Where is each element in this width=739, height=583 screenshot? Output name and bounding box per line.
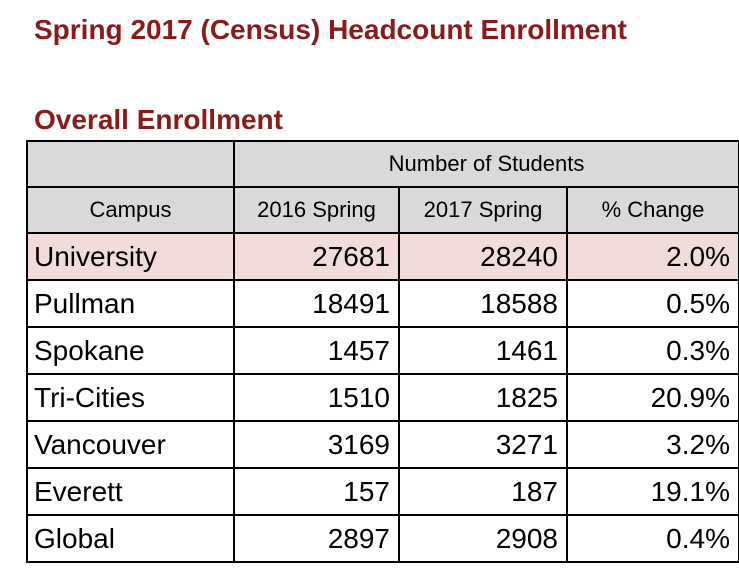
table-group-header-row: Number of Students xyxy=(26,140,739,188)
column-header-2017-spring: 2017 Spring xyxy=(398,186,568,234)
campus-cell: University xyxy=(26,232,235,281)
spring-2017-cell: 18588 xyxy=(398,279,568,328)
table-group-header-blank xyxy=(26,140,235,188)
table-row: Everett 157 187 19.1% xyxy=(26,467,739,516)
table-row: Spokane 1457 1461 0.3% xyxy=(26,326,739,375)
campus-cell: Pullman xyxy=(26,279,235,328)
campus-cell: Vancouver xyxy=(26,420,235,469)
table-body: University 27681 28240 2.0% Pullman 1849… xyxy=(26,232,739,563)
spring-2017-cell: 1461 xyxy=(398,326,568,375)
table-row: University 27681 28240 2.0% xyxy=(26,232,739,281)
campus-cell: Tri-Cities xyxy=(26,373,235,422)
page-title: Spring 2017 (Census) Headcount Enrollmen… xyxy=(34,14,627,45)
campus-cell: Spokane xyxy=(26,326,235,375)
spring-2016-cell: 2897 xyxy=(233,514,400,563)
table-header: Number of Students Campus 2016 Spring 20… xyxy=(26,140,739,234)
section-title: Overall Enrollment xyxy=(34,104,283,135)
pct-change-cell: 0.4% xyxy=(566,514,739,563)
pct-change-cell: 3.2% xyxy=(566,420,739,469)
table-row: Vancouver 3169 3271 3.2% xyxy=(26,420,739,469)
spring-2017-cell: 187 xyxy=(398,467,568,516)
pct-change-cell: 20.9% xyxy=(566,373,739,422)
column-header-campus: Campus xyxy=(26,186,235,234)
spring-2016-cell: 18491 xyxy=(233,279,400,328)
spring-2016-cell: 1510 xyxy=(233,373,400,422)
table-group-header: Number of Students xyxy=(233,140,739,188)
column-header-pct-change: % Change xyxy=(566,186,739,234)
campus-cell: Global xyxy=(26,514,235,563)
pct-change-cell: 19.1% xyxy=(566,467,739,516)
pct-change-cell: 2.0% xyxy=(566,232,739,281)
table-row: Global 2897 2908 0.4% xyxy=(26,514,739,563)
spring-2017-cell: 1825 xyxy=(398,373,568,422)
spring-2017-cell: 2908 xyxy=(398,514,568,563)
pct-change-cell: 0.3% xyxy=(566,326,739,375)
spring-2016-cell: 157 xyxy=(233,467,400,516)
table-row: Tri-Cities 1510 1825 20.9% xyxy=(26,373,739,422)
table-column-header-row: Campus 2016 Spring 2017 Spring % Change xyxy=(26,186,739,234)
spring-2016-cell: 3169 xyxy=(233,420,400,469)
spring-2017-cell: 3271 xyxy=(398,420,568,469)
spring-2017-cell: 28240 xyxy=(398,232,568,281)
campus-cell: Everett xyxy=(26,467,235,516)
pct-change-cell: 0.5% xyxy=(566,279,739,328)
table-row: Pullman 18491 18588 0.5% xyxy=(26,279,739,328)
enrollment-table: Number of Students Campus 2016 Spring 20… xyxy=(26,140,739,563)
spring-2016-cell: 27681 xyxy=(233,232,400,281)
spring-2016-cell: 1457 xyxy=(233,326,400,375)
column-header-2016-spring: 2016 Spring xyxy=(233,186,400,234)
